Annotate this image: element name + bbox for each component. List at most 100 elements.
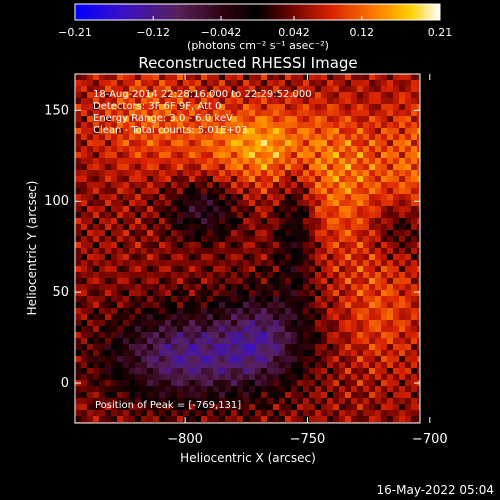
heatmap-cell [141,188,148,195]
heatmap-cell [399,140,406,147]
heatmap-cell [129,188,136,195]
heatmap-cell [255,218,262,225]
heatmap-cell [111,182,118,189]
heatmap-cell [201,80,208,87]
heatmap-cell [117,176,124,183]
heatmap-cell [129,170,136,177]
heatmap-cell [417,272,420,279]
heatmap-cell [399,392,406,399]
heatmap-cell [255,80,262,87]
heatmap-cell [225,194,232,201]
heatmap-cell [291,272,298,279]
heatmap-cell [255,350,262,357]
heatmap-cell [273,290,280,297]
heatmap-cell [285,404,292,411]
heatmap-cell [123,404,130,411]
heatmap-cell [201,194,208,201]
heatmap-cell [411,272,418,279]
heatmap-cell [153,146,160,153]
heatmap-cell [129,122,136,129]
heatmap-cell [219,332,226,339]
heatmap-cell [99,254,106,261]
heatmap-cell [135,374,142,381]
heatmap-cell [231,374,238,381]
heatmap-cell [309,386,316,393]
heatmap-cell [177,128,184,135]
heatmap-cell [201,320,208,327]
heatmap-cell [189,164,196,171]
heatmap-cell [381,224,388,231]
heatmap-cell [327,122,334,129]
heatmap-cell [189,410,196,417]
heatmap-cell [75,278,82,285]
heatmap-cell [177,350,184,357]
heatmap-cell [87,152,94,159]
heatmap-cell [171,152,178,159]
heatmap-cell [375,254,382,261]
heatmap-cell [129,248,136,255]
heatmap-cell [105,146,112,153]
heatmap-cell [141,260,148,267]
heatmap-cell [273,242,280,249]
heatmap-cell [345,254,352,261]
heatmap-cell [87,146,94,153]
heatmap-cell [309,404,316,411]
heatmap-cell [177,248,184,255]
heatmap-cell [123,122,130,129]
heatmap-cell [165,260,172,267]
heatmap-cell [183,416,190,423]
heatmap-cell [273,320,280,327]
heatmap-cell [183,236,190,243]
heatmap-cell [105,350,112,357]
heatmap-cell [261,110,268,117]
heatmap-cell [237,290,244,297]
heatmap-cell [135,344,142,351]
heatmap-cell [219,290,226,297]
heatmap-cell [327,308,334,315]
heatmap-cell [123,182,130,189]
heatmap-cell [381,170,388,177]
heatmap-cell [75,158,82,165]
colorbar [74,3,441,21]
heatmap-cell [75,320,82,327]
heatmap-cell [261,290,268,297]
heatmap-cell [87,212,94,219]
heatmap-cell [363,350,370,357]
heatmap-cell [255,134,262,141]
heatmap-cell [393,224,400,231]
heatmap-cell [339,296,346,303]
heatmap-cell [195,104,202,111]
heatmap-cell [117,140,124,147]
heatmap-cell [147,320,154,327]
heatmap-cell [369,212,376,219]
heatmap-cell [363,386,370,393]
heatmap-cell [357,404,364,411]
heatmap-cell [81,278,88,285]
heatmap-cell [213,212,220,219]
heatmap-cell [141,104,148,111]
heatmap-cell [93,98,100,105]
heatmap-cell [315,326,322,333]
heatmap-cell [345,104,352,111]
heatmap-cell [159,338,166,345]
heatmap-cell [327,350,334,357]
heatmap-cell [183,248,190,255]
heatmap-cell [123,296,130,303]
heatmap-cell [165,314,172,321]
heatmap-cell [183,260,190,267]
heatmap-cell [363,308,370,315]
heatmap-cell [255,188,262,195]
heatmap-cell [249,386,256,393]
heatmap-cell [87,290,94,297]
heatmap-cell [147,176,154,183]
heatmap-cell [171,236,178,243]
heatmap-cell [411,338,418,345]
heatmap-cell [195,296,202,303]
heatmap-cell [141,290,148,297]
heatmap-cell [309,98,316,105]
heatmap-cell [381,74,388,81]
heatmap-cell [267,302,274,309]
heatmap-cell [369,374,376,381]
heatmap-cell [405,386,412,393]
heatmap-cell [291,134,298,141]
